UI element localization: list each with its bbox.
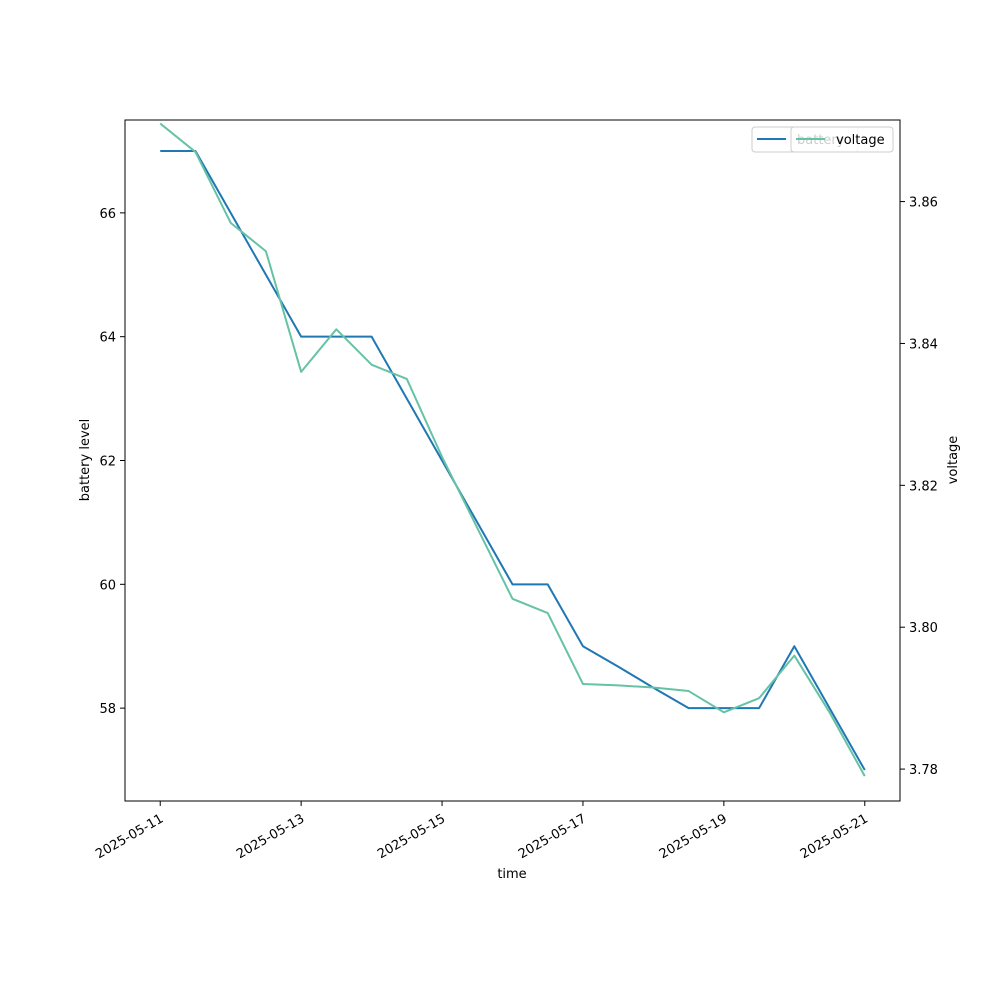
y-axis-right-title: voltage	[946, 436, 961, 485]
legend-voltage: voltage	[790, 126, 894, 153]
y-right-tick-label: 3.80	[909, 621, 938, 636]
y-right-tick-label: 3.78	[909, 763, 938, 778]
y-left-tick-label: 58	[99, 702, 116, 717]
series-layer	[159, 122, 866, 777]
y-left-tick-label: 64	[99, 331, 116, 346]
y-right-tick-label: 3.86	[909, 196, 938, 211]
y-right-tick-label: 3.84	[909, 337, 938, 352]
y-right-tick-label: 3.82	[909, 479, 938, 494]
legend-voltage-label: voltage	[836, 133, 885, 148]
y-axis-left-title: battery level	[78, 419, 93, 502]
y-left-tick-label: 66	[99, 207, 116, 222]
y-left-tick-label: 60	[99, 578, 116, 593]
y-axis-left: 58 60 62 64 66	[99, 207, 125, 717]
y-left-tick-label: 62	[99, 455, 116, 470]
y-axis-right: 3.78 3.80 3.82 3.84 3.86	[900, 196, 938, 778]
series-line-battery	[160, 149, 866, 771]
series-line-voltage	[159, 122, 866, 777]
x-axis-title: time	[497, 867, 526, 882]
legend-voltage-box	[790, 126, 894, 153]
